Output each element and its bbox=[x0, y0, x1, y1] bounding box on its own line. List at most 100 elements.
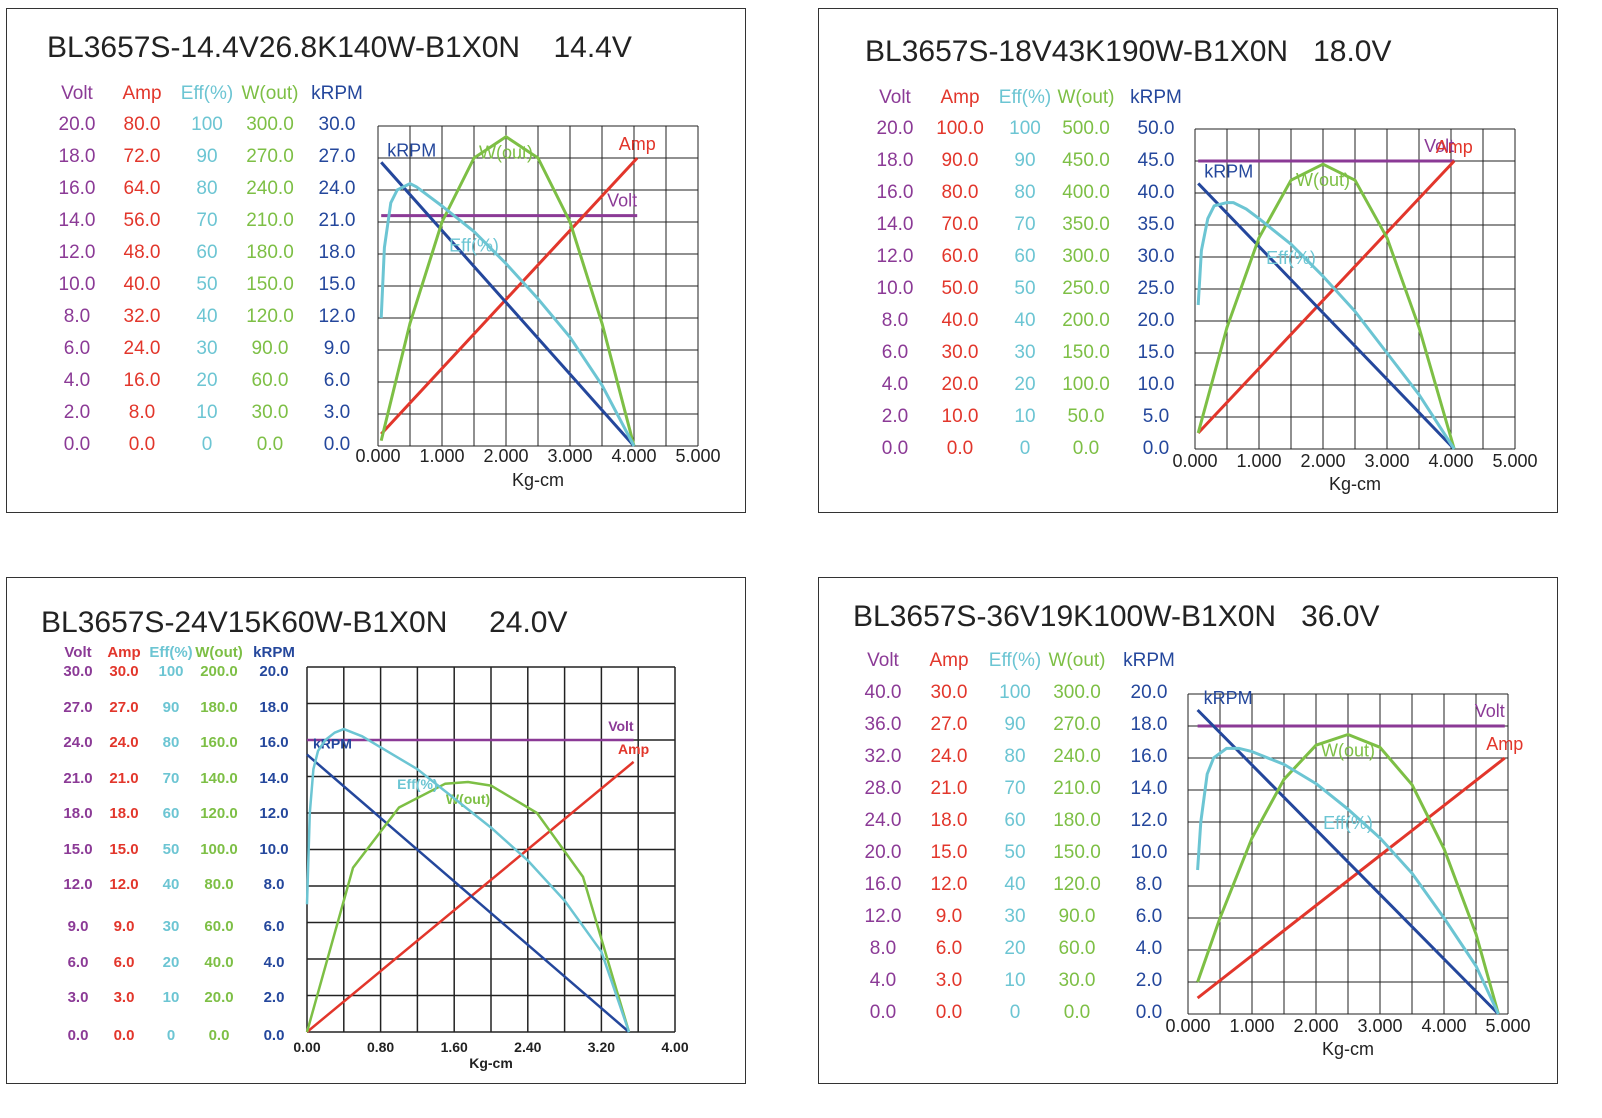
chart-voltage-label: 18.0V bbox=[1313, 35, 1392, 68]
y-tick-label: 40.0 bbox=[1137, 182, 1175, 203]
y-tick-label: 30.0 bbox=[941, 342, 979, 363]
y-tick-label: 70 bbox=[162, 770, 180, 787]
y-axis-header: Amp bbox=[122, 83, 162, 104]
series-line-amp bbox=[306, 760, 635, 1033]
y-tick-label: 15.0 bbox=[1137, 342, 1175, 363]
y-tick-label: 90 bbox=[196, 146, 218, 167]
y-tick-label: 50.0 bbox=[1137, 118, 1175, 139]
chart-voltage-label: 24.0V bbox=[489, 606, 568, 639]
chart-title-text: BL3657S-18V43K190W-B1X0N bbox=[865, 35, 1289, 68]
y-tick-label: 14.0 bbox=[1130, 778, 1168, 799]
y-tick-label: 21.0 bbox=[63, 770, 93, 787]
y-tick-label: 18.0 bbox=[58, 146, 96, 167]
y-tick-label: 18.0 bbox=[318, 242, 356, 263]
y-tick-label: 8.0 bbox=[63, 306, 91, 327]
y-tick-label: 0 bbox=[1019, 438, 1031, 459]
y-tick-label: 40.0 bbox=[123, 274, 161, 295]
y-tick-label: 50.0 bbox=[1067, 406, 1105, 427]
x-tick-label: 1.000 bbox=[1236, 451, 1281, 471]
y-tick-label: 60 bbox=[196, 242, 218, 263]
y-tick-label: 350.0 bbox=[1062, 214, 1110, 235]
y-tick-label: 40 bbox=[1014, 310, 1036, 331]
y-tick-label: 64.0 bbox=[123, 178, 161, 199]
y-tick-label: 0 bbox=[166, 1027, 176, 1044]
y-tick-label: 2.0 bbox=[1135, 970, 1163, 991]
y-tick-label: 80.0 bbox=[941, 182, 979, 203]
y-tick-label: 27.0 bbox=[930, 714, 968, 735]
y-tick-label: 40.0 bbox=[941, 310, 979, 331]
x-axis-label: Kg-cm bbox=[1322, 1039, 1374, 1059]
y-tick-label: 15.0 bbox=[63, 841, 93, 858]
chart-title: BL3657S-36V19K100W-B1X0N 36.0V bbox=[853, 600, 1379, 634]
y-tick-label: 0 bbox=[1009, 1002, 1021, 1023]
y-tick-label: 60 bbox=[162, 805, 180, 822]
y-tick-label: 16.0 bbox=[876, 182, 914, 203]
y-tick-label: 16.0 bbox=[864, 874, 902, 895]
y-tick-label: 60 bbox=[1014, 246, 1036, 267]
y-tick-label: 70 bbox=[1004, 778, 1026, 799]
x-tick-label: 2.000 bbox=[1300, 451, 1345, 471]
y-tick-label: 6.0 bbox=[1135, 906, 1163, 927]
x-axis-label: Kg-cm bbox=[469, 1055, 513, 1071]
y-tick-label: 32.0 bbox=[123, 306, 161, 327]
y-tick-label: 0.0 bbox=[935, 1002, 963, 1023]
y-tick-label: 300.0 bbox=[246, 114, 294, 135]
y-tick-label: 80.0 bbox=[123, 114, 161, 135]
y-tick-label: 30.0 bbox=[109, 663, 139, 680]
y-tick-label: 3.0 bbox=[113, 989, 135, 1006]
chart-title: BL3657S-24V15K60W-B1X0N 24.0V bbox=[41, 606, 567, 640]
y-tick-label: 6.0 bbox=[63, 338, 91, 359]
y-tick-label: 200.0 bbox=[1062, 310, 1110, 331]
y-axis-header: Amp bbox=[929, 650, 969, 671]
y-tick-label: 10.0 bbox=[1137, 374, 1175, 395]
y-tick-label: 45.0 bbox=[1137, 150, 1175, 171]
plot-area: 0.000 1.000 2.000 3.000 4.000 5.000Kg-cmVoltA… bbox=[1172, 128, 1538, 494]
y-tick-label: 10 bbox=[162, 989, 180, 1006]
y-tick-label: 24.0 bbox=[123, 338, 161, 359]
y-tick-label: 6.0 bbox=[881, 342, 909, 363]
y-tick-label: 0.0 bbox=[113, 1027, 135, 1044]
series-line-eff bbox=[1196, 746, 1500, 1015]
y-tick-label: 20 bbox=[162, 954, 180, 971]
y-tick-label: 10.0 bbox=[1130, 842, 1168, 863]
series-line-krpm bbox=[306, 753, 630, 1033]
y-tick-label: 210.0 bbox=[246, 210, 294, 231]
y-tick-label: 35.0 bbox=[1137, 214, 1175, 235]
y-tick-label: 120.0 bbox=[1053, 874, 1101, 895]
series-line-wout bbox=[1196, 733, 1500, 1015]
y-tick-label: 56.0 bbox=[123, 210, 161, 231]
y-tick-label: 25.0 bbox=[1137, 278, 1175, 299]
y-tick-label: 15.0 bbox=[318, 274, 356, 295]
y-tick-label: 0.0 bbox=[1135, 1002, 1163, 1023]
series-line-amp bbox=[380, 156, 639, 436]
x-tick-label: 0.80 bbox=[367, 1039, 394, 1055]
x-tick-label: 3.000 bbox=[1364, 451, 1409, 471]
series-line-eff bbox=[1196, 201, 1456, 450]
chart-title: BL3657S-14.4V26.8K140W-B1X0N 14.4V bbox=[47, 31, 632, 65]
y-tick-label: 72.0 bbox=[123, 146, 161, 167]
y-axis-header: W(out) bbox=[1048, 650, 1106, 671]
series-label: W(out) bbox=[446, 791, 490, 807]
y-tick-label: 80.0 bbox=[204, 876, 234, 893]
y-tick-label: 16.0 bbox=[58, 178, 96, 199]
y-tick-label: 18.0 bbox=[1130, 714, 1168, 735]
series-line-wout bbox=[1196, 162, 1456, 450]
series-label: Eff(%) bbox=[449, 236, 499, 256]
y-tick-label: 100 bbox=[1009, 118, 1041, 139]
y-tick-label: 40 bbox=[162, 876, 180, 893]
y-tick-label: 240.0 bbox=[246, 178, 294, 199]
y-tick-label: 50 bbox=[162, 841, 180, 858]
y-tick-label: 450.0 bbox=[1062, 150, 1110, 171]
y-axis-header: Eff(%) bbox=[988, 650, 1042, 671]
y-tick-label: 21.0 bbox=[109, 770, 139, 787]
x-tick-label: 4.000 bbox=[1428, 451, 1473, 471]
series-label: Amp bbox=[618, 741, 649, 757]
y-tick-label: 150.0 bbox=[246, 274, 294, 295]
series-label: W(out) bbox=[1296, 170, 1350, 190]
y-tick-label: 90.0 bbox=[1058, 906, 1096, 927]
y-tick-label: 40.0 bbox=[864, 682, 902, 703]
plot-area: 0.000 1.000 2.000 3.000 4.000 5.000Kg-cmVoltA… bbox=[355, 125, 721, 490]
x-tick-label: 0.000 bbox=[1172, 451, 1217, 471]
y-tick-label: 0.0 bbox=[128, 434, 156, 455]
y-tick-label: 30 bbox=[196, 338, 218, 359]
